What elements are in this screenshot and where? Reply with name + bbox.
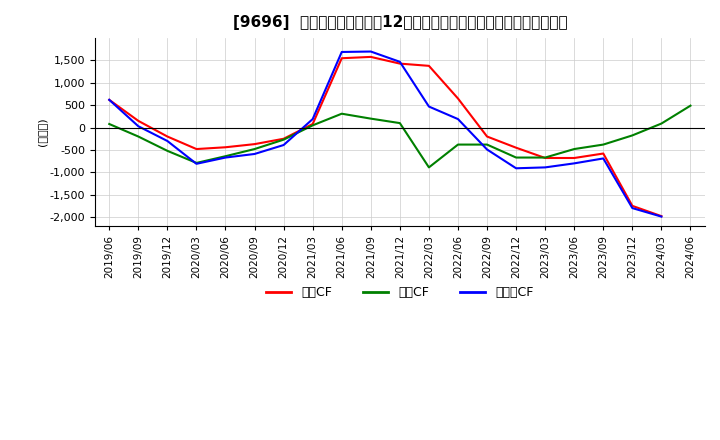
投資CF — [599, 142, 608, 147]
投資CF — [686, 103, 695, 108]
営業CF — [454, 96, 462, 101]
Legend: 営業CF, 投資CF, フリーCF: 営業CF, 投資CF, フリーCF — [261, 281, 539, 304]
フリーCF — [570, 161, 579, 166]
営業CF — [628, 203, 636, 209]
フリーCF — [657, 214, 666, 219]
営業CF — [221, 145, 230, 150]
フリーCF — [425, 104, 433, 109]
フリーCF — [163, 138, 171, 143]
営業CF — [482, 134, 491, 139]
営業CF — [279, 136, 288, 141]
フリーCF — [308, 117, 317, 122]
フリーCF — [454, 117, 462, 122]
営業CF — [425, 63, 433, 69]
営業CF — [366, 54, 375, 59]
Line: 投資CF: 投資CF — [109, 106, 690, 167]
投資CF — [134, 134, 143, 139]
フリーCF — [221, 155, 230, 160]
フリーCF — [395, 59, 404, 64]
投資CF — [192, 160, 201, 165]
営業CF — [192, 147, 201, 152]
Line: フリーCF: フリーCF — [109, 51, 662, 216]
投資CF — [570, 147, 579, 152]
投資CF — [454, 142, 462, 147]
フリーCF — [512, 165, 521, 171]
フリーCF — [279, 143, 288, 148]
営業CF — [570, 155, 579, 161]
営業CF — [541, 155, 549, 161]
営業CF — [395, 61, 404, 66]
Line: 営業CF: 営業CF — [109, 57, 662, 216]
投資CF — [657, 121, 666, 126]
フリーCF — [192, 161, 201, 166]
営業CF — [308, 121, 317, 127]
投資CF — [395, 121, 404, 126]
フリーCF — [338, 49, 346, 55]
投資CF — [541, 155, 549, 160]
Title: [9696]  キャッシュフローの12か月移動合計の対前年同期増減額の推移: [9696] キャッシュフローの12か月移動合計の対前年同期増減額の推移 — [233, 15, 567, 30]
投資CF — [366, 116, 375, 121]
営業CF — [599, 151, 608, 156]
投資CF — [251, 147, 259, 152]
フリーCF — [541, 165, 549, 170]
Y-axis label: (百万円): (百万円) — [37, 118, 47, 147]
フリーCF — [482, 147, 491, 152]
フリーCF — [134, 124, 143, 129]
投資CF — [163, 148, 171, 154]
フリーCF — [251, 151, 259, 157]
営業CF — [512, 145, 521, 150]
営業CF — [251, 142, 259, 147]
営業CF — [338, 55, 346, 61]
営業CF — [657, 213, 666, 219]
投資CF — [279, 137, 288, 142]
投資CF — [482, 142, 491, 147]
投資CF — [308, 123, 317, 128]
営業CF — [134, 118, 143, 124]
営業CF — [105, 97, 114, 103]
フリーCF — [105, 97, 114, 103]
フリーCF — [366, 49, 375, 54]
投資CF — [425, 165, 433, 170]
フリーCF — [628, 205, 636, 211]
フリーCF — [599, 156, 608, 161]
投資CF — [338, 111, 346, 116]
営業CF — [163, 134, 171, 139]
投資CF — [221, 154, 230, 159]
投資CF — [512, 155, 521, 160]
投資CF — [105, 121, 114, 127]
投資CF — [628, 133, 636, 138]
